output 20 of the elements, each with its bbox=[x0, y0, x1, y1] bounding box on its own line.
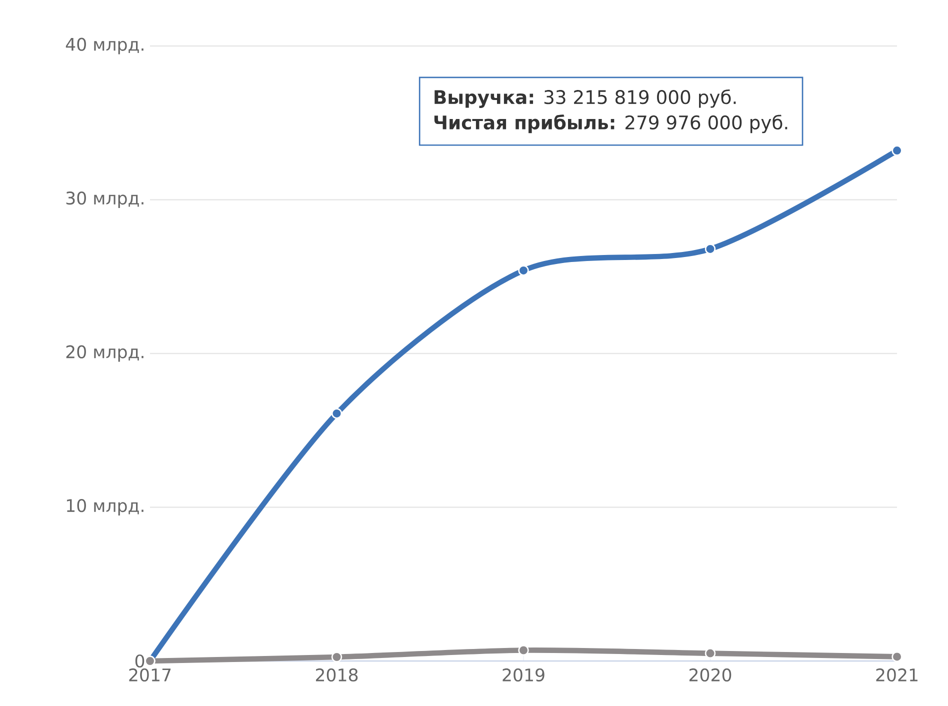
x-tick-label: 2020 bbox=[689, 668, 732, 682]
y-tick-label: 30 млрд. bbox=[66, 192, 144, 208]
y-tick-label: 20 млрд. bbox=[66, 345, 144, 362]
y-tick-label: 40 млрд. bbox=[66, 38, 144, 54]
point bbox=[892, 145, 902, 156]
point bbox=[331, 652, 342, 662]
point bbox=[892, 651, 902, 662]
point bbox=[518, 265, 529, 276]
annotation: Выручка: 33 215 819 000 руб. bbox=[434, 89, 736, 108]
x-tick-label: 2018 bbox=[316, 668, 358, 682]
y-tick-label: 10 млрд. bbox=[66, 499, 144, 516]
x-tick-label: 2017 bbox=[129, 668, 171, 682]
point bbox=[331, 408, 342, 419]
x-tick-label: 2019 bbox=[502, 668, 544, 682]
point bbox=[518, 644, 529, 656]
point bbox=[704, 244, 716, 254]
y-tick-label: 0 bbox=[135, 654, 144, 668]
annotation: Чистая прибыль: 279 976 000 руб. bbox=[434, 114, 788, 134]
point bbox=[704, 648, 716, 659]
x-tick-label: 2021 bbox=[876, 668, 918, 682]
